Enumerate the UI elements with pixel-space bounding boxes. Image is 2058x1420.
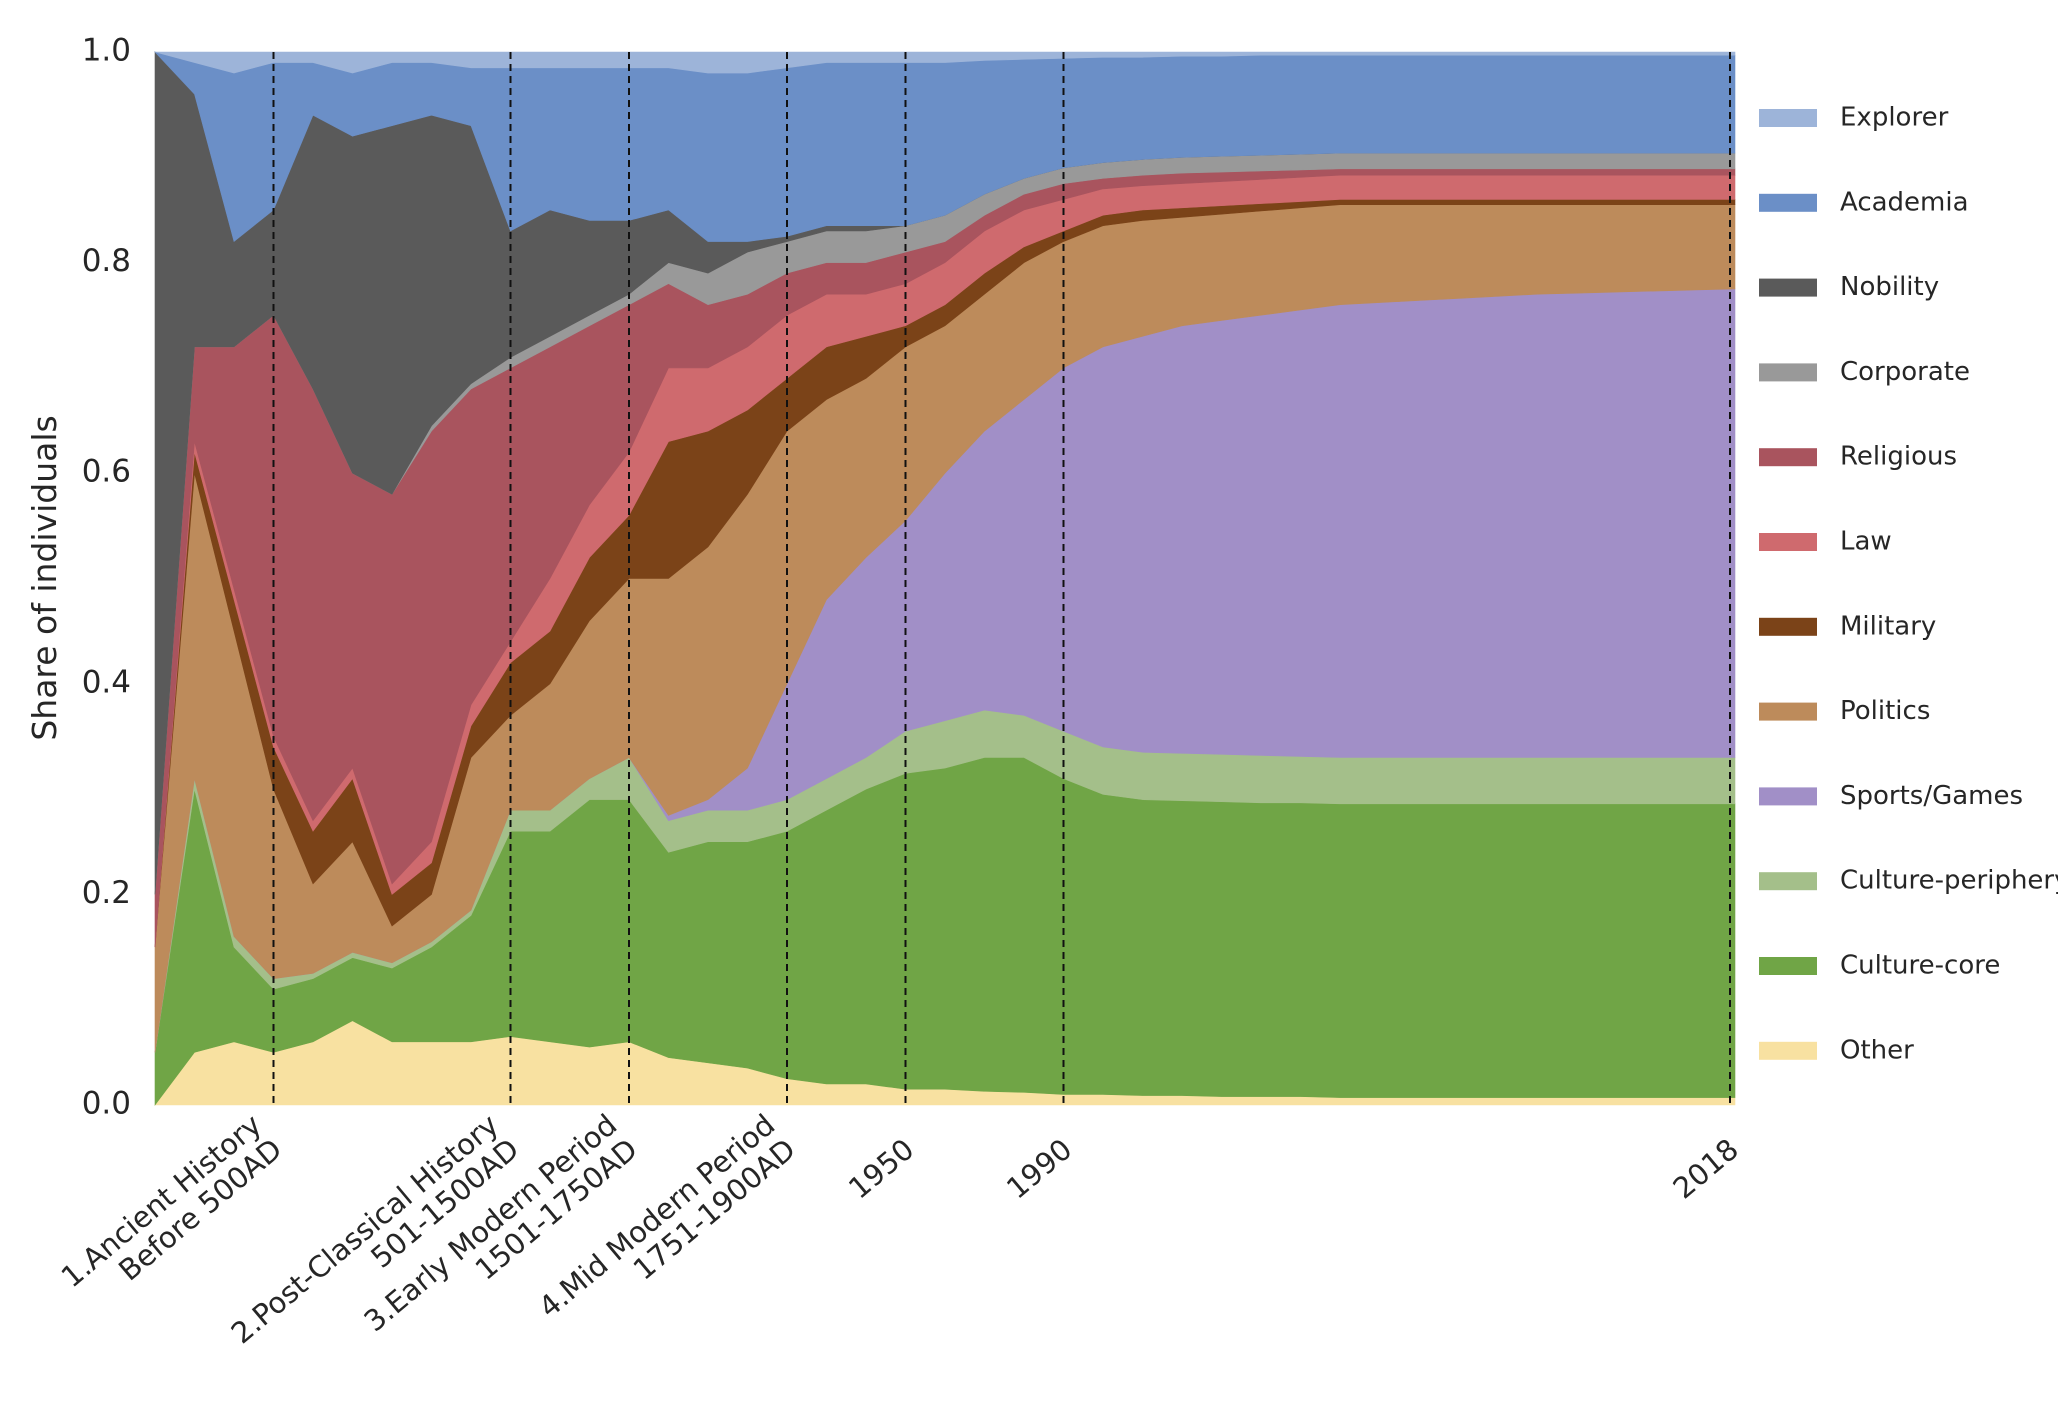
- area: [154, 51, 1736, 74]
- x-tick-label: 1.Ancient HistoryBefore 500AD: [55, 1107, 289, 1318]
- legend-label: Politics: [1840, 696, 1930, 726]
- legend-label: Explorer: [1840, 103, 1949, 133]
- legend-swatch: [1759, 702, 1817, 721]
- y-tick-label: 0.6: [82, 454, 131, 490]
- x-tick-label: 1950: [842, 1132, 920, 1205]
- legend-label: Academia: [1840, 187, 1969, 217]
- legend-swatch: [1759, 533, 1817, 551]
- y-tick-label: 0.2: [82, 875, 131, 911]
- legend-label: Corporate: [1840, 357, 1970, 387]
- legend-swatch: [1759, 193, 1817, 212]
- y-tick-label: 0.0: [82, 1086, 131, 1122]
- legend-swatch: [1759, 363, 1817, 382]
- y-tick-label: 0.4: [82, 664, 131, 700]
- legend-label: Religious: [1840, 442, 1957, 472]
- legend-swatch: [1759, 617, 1817, 636]
- legend-label: Sports/Games: [1840, 781, 2023, 811]
- y-tick-label: 0.8: [82, 243, 131, 279]
- legend-swatch: [1759, 278, 1817, 297]
- legend-swatch: [1759, 1041, 1817, 1060]
- legend-swatch: [1759, 872, 1817, 891]
- x-tick-label: 2018: [1667, 1132, 1745, 1205]
- x-tick-label: 1990: [1000, 1132, 1078, 1205]
- legend-label: Military: [1840, 611, 1936, 641]
- legend-label: Other: [1840, 1035, 1914, 1065]
- legend-label: Culture-core: [1840, 951, 2000, 981]
- legend-swatch: [1759, 957, 1817, 975]
- legend-swatch: [1759, 787, 1817, 806]
- y-axis-label: Share of individuals: [25, 415, 64, 740]
- legend-label: Nobility: [1840, 272, 1939, 302]
- legend-label: Culture-periphery: [1840, 866, 2058, 896]
- legend-swatch: [1759, 448, 1817, 467]
- y-tick-label: 1.0: [82, 33, 131, 69]
- legend-swatch: [1759, 109, 1817, 127]
- legend-label: Law: [1840, 527, 1892, 557]
